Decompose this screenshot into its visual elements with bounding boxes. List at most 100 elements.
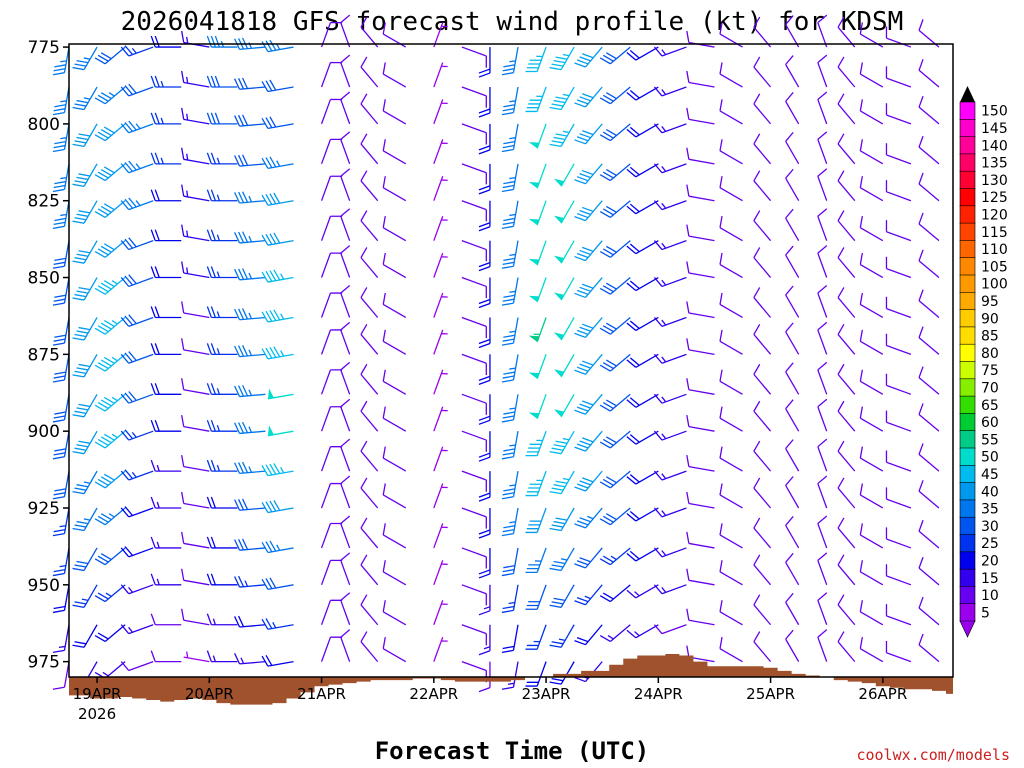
barb-flag xyxy=(529,443,542,445)
wind-barb xyxy=(72,507,98,532)
barb-flag xyxy=(181,454,185,467)
barb-staff xyxy=(536,661,547,687)
colorbar-label: 105 xyxy=(981,259,1008,275)
wind-barb xyxy=(181,224,210,242)
barb-flag xyxy=(265,654,273,666)
barb-flag xyxy=(150,152,156,165)
barb-staff xyxy=(635,240,659,255)
barb-flag xyxy=(269,463,277,475)
barb-flag xyxy=(602,248,614,256)
barb-flag xyxy=(555,56,568,60)
barb-flag xyxy=(859,252,864,265)
barb-flag xyxy=(599,441,611,449)
barb-staff xyxy=(859,33,884,48)
wind-barb xyxy=(72,430,98,455)
barb-flag xyxy=(528,601,540,603)
barb-flag xyxy=(181,147,185,160)
wind-barb xyxy=(753,631,772,663)
barb-flag xyxy=(478,112,491,118)
barb-flag xyxy=(502,375,515,379)
barb-half-flag xyxy=(108,92,115,97)
barb-half-flag xyxy=(135,123,141,130)
wind-barb xyxy=(360,594,379,626)
wind-barb xyxy=(553,277,575,301)
barb-flag xyxy=(76,59,89,64)
barb-flag xyxy=(478,189,491,195)
barb-flag xyxy=(626,245,637,255)
barb-flag xyxy=(478,185,491,191)
barb-flag xyxy=(579,56,591,62)
barb-flag xyxy=(265,618,273,629)
barb-flag xyxy=(574,332,586,339)
barb-flag xyxy=(234,539,241,551)
barb-flag xyxy=(72,66,85,71)
barb-staff xyxy=(320,369,332,395)
barb-flag xyxy=(478,375,491,381)
wind-barb xyxy=(528,317,547,343)
barb-flag xyxy=(181,30,185,43)
barb-flag xyxy=(150,536,156,549)
wind-barb xyxy=(320,559,343,586)
barb-flag xyxy=(503,140,516,145)
barb-flag xyxy=(210,112,216,125)
barb-flag xyxy=(206,306,212,318)
colorbar-swatch xyxy=(959,499,976,518)
barb-flag xyxy=(124,315,134,326)
barb-staff xyxy=(360,564,379,586)
wind-barb xyxy=(478,431,491,462)
barb-staff xyxy=(433,406,444,432)
wind-barb xyxy=(918,212,940,242)
barb-staff xyxy=(817,216,828,241)
barb-staff xyxy=(785,485,800,509)
barb-flag xyxy=(581,360,594,366)
wind-barb xyxy=(340,245,351,278)
barb-flag xyxy=(76,484,89,488)
barb-staff xyxy=(688,349,715,355)
barb-staff xyxy=(128,353,154,364)
barb-staff xyxy=(433,329,444,355)
barb-staff xyxy=(360,373,379,395)
barb-staff xyxy=(584,163,603,185)
barb-staff xyxy=(382,380,407,395)
wind-barb xyxy=(94,316,126,335)
wind-barb xyxy=(574,240,603,262)
barb-staff xyxy=(63,354,70,381)
barb-staff xyxy=(267,353,294,360)
wind-barb xyxy=(150,419,182,432)
barb-flag xyxy=(602,555,614,563)
barb-half-flag xyxy=(509,213,516,217)
barb-flag xyxy=(103,433,115,441)
barb-staff xyxy=(239,470,266,475)
barb-flag xyxy=(214,112,220,125)
barb-flag xyxy=(526,681,539,683)
wind-barb xyxy=(599,46,631,65)
wind-barb xyxy=(461,547,487,569)
barb-staff xyxy=(837,373,856,395)
barb-flag xyxy=(549,644,562,648)
colorbar-swatch xyxy=(959,430,976,449)
barb-flag xyxy=(502,261,515,265)
barb-staff xyxy=(320,99,332,125)
wind-barb xyxy=(719,216,743,242)
colorbar-swatch xyxy=(959,188,976,207)
barb-staff xyxy=(635,123,659,138)
wind-barb xyxy=(525,430,547,457)
barb-staff xyxy=(433,22,444,48)
barb-flag xyxy=(241,384,249,397)
wind-barb xyxy=(150,35,182,48)
barb-staff xyxy=(512,200,519,227)
barb-flag xyxy=(602,402,614,410)
barb-staff xyxy=(817,139,828,165)
barb-flag xyxy=(859,523,864,536)
barb-half-flag xyxy=(661,49,667,56)
barb-staff xyxy=(817,176,828,201)
barb-flag xyxy=(485,55,487,68)
wind-barb xyxy=(461,353,487,375)
barb-half-flag xyxy=(248,272,253,280)
wind-barb xyxy=(599,584,631,603)
barb-flag xyxy=(154,419,160,432)
barb-flag xyxy=(52,609,65,614)
barb-staff xyxy=(63,277,70,304)
barb-staff xyxy=(104,86,126,105)
wind-barb xyxy=(433,369,448,395)
